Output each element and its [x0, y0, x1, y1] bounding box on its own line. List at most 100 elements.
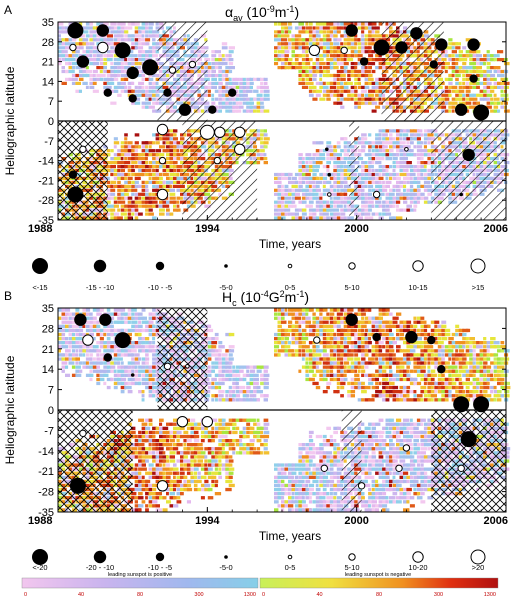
heatmap-cell	[364, 192, 369, 196]
heatmap-cell	[145, 208, 149, 212]
heatmap-cell	[155, 161, 161, 165]
heatmap-cell	[99, 73, 106, 78]
heatmap-cell	[451, 97, 458, 101]
heatmap-cell	[403, 168, 409, 173]
heatmap-cell	[375, 349, 380, 353]
heatmap-cell	[120, 22, 126, 26]
heatmap-cell	[78, 361, 83, 365]
heatmap-cell	[138, 196, 142, 200]
heatmap-cell	[441, 58, 447, 62]
heatmap-cell	[364, 308, 371, 312]
heatmap-cell	[378, 204, 385, 208]
heatmap-cell	[403, 176, 409, 180]
heatmap-cell	[155, 180, 162, 184]
heatmap-cell	[277, 172, 282, 177]
heatmap-cell	[315, 161, 322, 165]
heatmap-cell	[319, 149, 323, 153]
heatmap-cell	[340, 337, 347, 341]
heatmap-cell	[256, 93, 263, 97]
heatmap-cell	[375, 172, 382, 177]
heatmap-cell	[319, 196, 323, 200]
heatmap-cell	[371, 149, 375, 153]
heatmap-cell	[357, 153, 362, 157]
heatmap-cell	[357, 26, 364, 30]
heatmap-cell	[173, 137, 178, 141]
heatmap-cell	[301, 66, 307, 70]
heatmap-cell	[291, 212, 297, 216]
heatmap-cell	[159, 137, 164, 141]
heatmap-cell	[298, 200, 305, 204]
heatmap-cell	[322, 204, 327, 208]
heatmap-cell	[308, 69, 313, 74]
heatmap-cell	[361, 168, 365, 173]
heatmap-cell	[277, 316, 282, 320]
heatmap-cell	[409, 324, 414, 328]
heatmap-cell	[305, 172, 311, 177]
heatmap-cell	[284, 50, 290, 54]
heatmap-cell	[124, 149, 131, 153]
heatmap-cell	[131, 361, 136, 365]
heatmap-cell	[371, 145, 377, 149]
heatmap-cell	[343, 149, 349, 153]
heatmap-cell	[368, 341, 372, 345]
heatmap-cell	[75, 66, 81, 70]
heatmap-cell	[361, 38, 367, 42]
heatmap-cell	[305, 22, 309, 26]
heatmap-cell	[371, 157, 375, 161]
heatmap-cell	[416, 341, 422, 345]
heatmap-cell	[96, 312, 102, 316]
heatmap-cell	[409, 345, 414, 349]
hatched-region	[381, 22, 444, 121]
heatmap-cell	[472, 97, 478, 101]
heatmap-cell	[141, 308, 146, 312]
heatmap-cell	[103, 341, 109, 345]
heatmap-cell	[294, 337, 299, 341]
heatmap-cell	[308, 357, 315, 361]
heatmap-cell	[406, 349, 411, 353]
heatmap-cell	[68, 38, 73, 42]
heatmap-cell	[78, 349, 85, 353]
heatmap-cell	[336, 73, 342, 78]
heatmap-cell	[173, 161, 178, 165]
heatmap-cell	[333, 341, 339, 345]
heatmap-cell	[141, 345, 145, 349]
heatmap-cell	[430, 353, 435, 357]
heatmap-cell	[350, 97, 354, 101]
heatmap-cell	[138, 312, 143, 316]
data-dot	[188, 60, 197, 69]
heatmap-cell	[110, 184, 114, 188]
heatmap-cell	[364, 316, 371, 320]
heatmap-cell	[357, 208, 364, 212]
heatmap-cell	[71, 50, 77, 54]
heatmap-cell	[277, 332, 284, 337]
heatmap-cell	[382, 324, 386, 328]
y-tick-label: -7	[44, 136, 54, 148]
heatmap-cell	[333, 200, 339, 204]
heatmap-cell	[340, 81, 344, 85]
heatmap-cell	[336, 341, 343, 345]
heatmap-cell	[256, 133, 262, 137]
heatmap-cell	[465, 105, 472, 109]
heatmap-cell	[319, 192, 323, 196]
heatmap-cell	[336, 69, 341, 74]
heatmap-cell	[294, 54, 302, 58]
heatmap-cell	[305, 58, 311, 62]
heatmap-cell	[444, 50, 448, 54]
heatmap-cell	[65, 62, 71, 66]
heatmap-cell	[357, 157, 364, 161]
heatmap-cell	[322, 208, 330, 212]
heatmap-cell	[396, 141, 401, 145]
heatmap-cell	[148, 212, 154, 216]
heatmap-cell	[361, 101, 367, 105]
heatmap-cell	[113, 357, 120, 361]
heatmap-cell	[361, 149, 366, 153]
heatmap-cell	[134, 328, 140, 333]
heatmap-cell	[315, 345, 320, 349]
heatmap-cell	[110, 157, 117, 161]
heatmap-cell	[61, 46, 67, 50]
heatmap-cell	[211, 345, 217, 349]
heatmap-cell	[448, 357, 452, 361]
heatmap-cell	[312, 66, 318, 70]
heatmap-cell	[145, 361, 149, 365]
heatmap-cell	[298, 38, 304, 42]
